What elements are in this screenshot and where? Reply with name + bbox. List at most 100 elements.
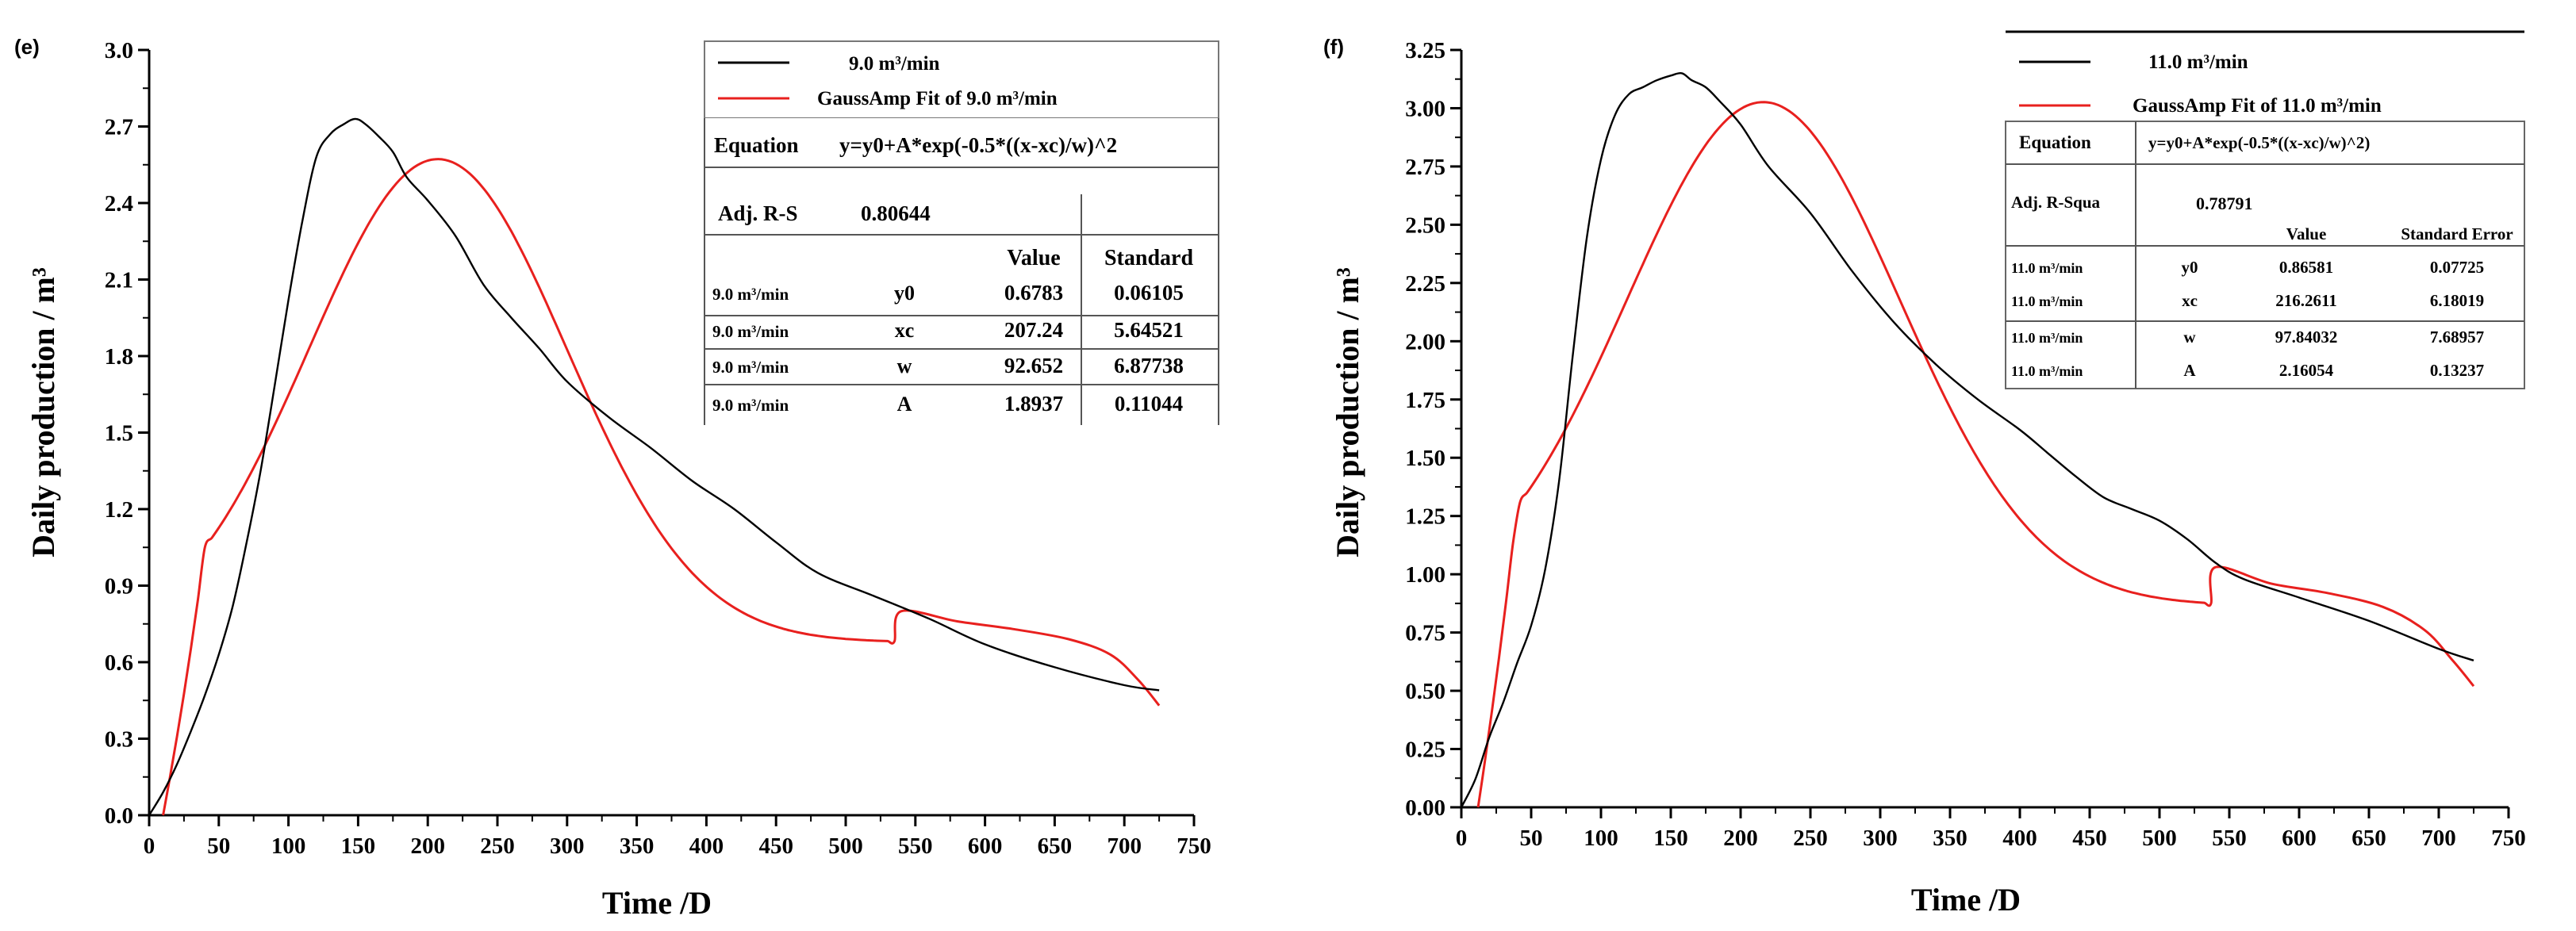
x-ticks-f: 0 50 100 150 200 250 300 350 400 450 500 550 600 650 7… (1456, 807, 2526, 851)
equation-label-f: Equation (2019, 132, 2091, 152)
x-tick-label: 250 (1793, 826, 1828, 851)
equation-label-e: Equation (714, 133, 799, 157)
y-tick-label: 2.25 (1405, 271, 1445, 297)
row-value-e-1: 207.24 (1004, 318, 1063, 342)
y-tick-label: 3.25 (1405, 38, 1445, 63)
row-error-e-2: 6.87738 (1114, 354, 1184, 377)
row-param-e-3: A (897, 393, 912, 416)
y-tick-label: 2.50 (1405, 213, 1445, 238)
row-value-e-3: 1.8937 (1004, 392, 1063, 416)
y-tick-label: 0.75 (1405, 621, 1445, 646)
legend-f: 11.0 m³/min GaussAmp Fit of 11.0 m³/min (2006, 30, 2524, 117)
row-value-f-3: 2.16054 (2279, 361, 2334, 380)
row-series-e-3: 9.0 m³/min (712, 396, 789, 415)
y-tick-label: 0.50 (1405, 679, 1445, 704)
x-axis-title-e: Time /D (602, 885, 712, 921)
x-tick-label: 300 (550, 833, 585, 859)
equation-text-f: y=y0+A*exp(-0.5*((x-xc)/w)^2) (2148, 133, 2370, 152)
panel-label-f: (f) (1323, 35, 1344, 59)
row-value-e-2: 92.652 (1004, 354, 1063, 377)
adj-r-label-f: Adj. R-Squa (2011, 193, 2101, 212)
y-tick-label: 0.6 (105, 650, 133, 676)
x-tick-label: 400 (2002, 826, 2037, 851)
adj-r-label-e: Adj. R-S (718, 201, 798, 225)
row-series-f-2: 11.0 m³/min (2011, 330, 2083, 346)
row-error-e-0: 0.06105 (1114, 281, 1184, 305)
fit-curve-e (162, 158, 1161, 816)
legend-label-data-e: 9.0 m³/min (849, 53, 940, 75)
y-tick-label: 0.0 (105, 803, 133, 829)
row-value-f-1: 216.2611 (2275, 291, 2337, 310)
row-series-e-2: 9.0 m³/min (712, 358, 789, 377)
row-value-f-0: 0.86581 (2279, 258, 2333, 277)
equation-text-e: y=y0+A*exp(-0.5*((x-xc)/w)^2 (839, 133, 1117, 157)
x-tick-label: 650 (1038, 833, 1073, 859)
header-standard-f: Standard Error (2401, 224, 2513, 243)
x-tick-label: 300 (1863, 826, 1898, 851)
x-tick-label: 500 (2142, 826, 2177, 851)
y-tick-label: 1.50 (1405, 446, 1445, 471)
y-ticks-e: 0.0 0.3 0.6 0.9 1.2 1.5 1.8 2.1 2.4 2.7 3.0 (105, 38, 149, 829)
y-tick-label: 1.2 (105, 497, 133, 523)
x-tick-label: 350 (1933, 826, 1968, 851)
x-tick-label: 150 (341, 833, 376, 859)
y-tick-label: 1.00 (1405, 562, 1445, 588)
x-tick-label: 150 (1653, 826, 1688, 851)
y-tick-label: 0.3 (105, 727, 133, 753)
row-series-e-0: 9.0 m³/min (712, 285, 789, 304)
legend-label-data-f: 11.0 m³/min (2148, 52, 2248, 73)
x-tick-label: 100 (1584, 826, 1618, 851)
x-tick-label: 200 (410, 833, 445, 859)
row-param-f-0: y0 (2182, 258, 2198, 277)
legend-label-fit-e: GaussAmp Fit of 9.0 m³/min (817, 88, 1058, 109)
x-tick-label: 50 (1520, 826, 1543, 851)
y-axis-title-e: Daily production / m³ (25, 267, 61, 557)
y-tick-label: 2.4 (105, 191, 133, 216)
fit-table-bg-f (2005, 121, 2525, 389)
x-tick-label: 450 (2072, 826, 2107, 851)
y-tick-label: 3.00 (1405, 96, 1445, 121)
row-param-e-0: y0 (894, 282, 915, 305)
x-tick-label: 750 (2491, 826, 2526, 851)
series-group-f (1460, 71, 2475, 808)
row-value-e-0: 0.6783 (1004, 281, 1063, 305)
row-series-e-1: 9.0 m³/min (712, 322, 789, 341)
y-tick-label: 0.00 (1405, 795, 1445, 821)
legend-e: 9.0 m³/min GaussAmp Fit of 9.0 m³/min (704, 40, 1219, 119)
x-tick-label: 50 (207, 833, 230, 859)
y-tick-label: 2.1 (105, 268, 133, 293)
y-tick-label: 2.00 (1405, 329, 1445, 354)
x-tick-label: 600 (2282, 826, 2317, 851)
y-ticks-f: 0.00 0.25 0.50 0.75 1.00 1.25 1.50 1.75 2.00 2.25… (1405, 38, 1461, 821)
row-series-f-0: 11.0 m³/min (2011, 260, 2083, 276)
x-tick-label: 350 (620, 833, 655, 859)
x-tick-label: 550 (2212, 826, 2247, 851)
x-tick-label: 400 (689, 833, 724, 859)
row-series-f-3: 11.0 m³/min (2011, 363, 2083, 379)
legend-label-fit-f: GaussAmp Fit of 11.0 m³/min (2133, 95, 2382, 117)
row-error-f-3: 0.13237 (2430, 361, 2484, 380)
y-tick-label: 1.8 (105, 344, 133, 370)
y-tick-label: 0.9 (105, 574, 133, 600)
x-tick-label: 250 (480, 833, 515, 859)
x-tick-label: 100 (271, 833, 306, 859)
x-tick-label: 0 (1456, 826, 1468, 851)
chart-panel-e: (e) Daily production / m³ Time /D 0 50 100… (14, 35, 1219, 921)
x-tick-label: 600 (968, 833, 1003, 859)
fit-table-bg-e (704, 118, 1219, 425)
row-error-f-2: 7.68957 (2430, 328, 2484, 347)
x-tick-label: 0 (144, 833, 155, 859)
row-error-f-0: 0.07725 (2430, 258, 2484, 277)
y-tick-label: 2.7 (105, 115, 133, 140)
panel-label-e: (e) (14, 35, 40, 59)
y-tick-label: 3.0 (105, 38, 133, 63)
x-tick-label: 700 (1107, 833, 1142, 859)
fit-table-e: Equation y=y0+A*exp(-0.5*((x-xc)/w)^2 Ad… (704, 118, 1219, 425)
x-tick-label: 550 (898, 833, 933, 859)
fit-curve-f (1476, 101, 2475, 808)
y-tick-label: 1.25 (1405, 504, 1445, 530)
y-tick-label: 1.75 (1405, 388, 1445, 413)
row-error-e-1: 5.64521 (1114, 318, 1184, 342)
data-curve-f (1460, 71, 2474, 808)
